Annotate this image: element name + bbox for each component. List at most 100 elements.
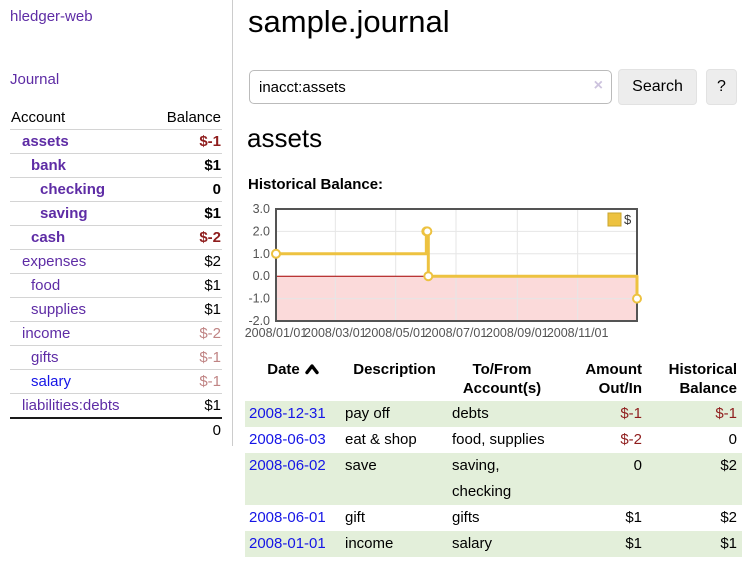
transaction-date-link[interactable]: 2008-01-01: [249, 535, 326, 552]
accounts-header-balance: Balance: [166, 109, 221, 126]
x-axis-tick-label: 2008/11/01: [547, 326, 609, 340]
sidebar-account-row: salary $-1: [10, 369, 222, 394]
search-button[interactable]: Search: [618, 69, 697, 105]
plot-border: [275, 208, 638, 322]
register-accounts-cell: salary: [452, 535, 493, 552]
transaction-date-link[interactable]: 2008-06-02: [249, 457, 326, 474]
column-label-line2: Out/In: [598, 380, 642, 397]
transaction-date-link[interactable]: 2008-12-31: [249, 405, 326, 422]
search-input[interactable]: [249, 70, 612, 104]
account-balance: $1: [204, 205, 221, 222]
register-description-cell: eat & shop: [345, 431, 417, 448]
register-header-date[interactable]: Date: [245, 358, 341, 401]
column-label: Date: [267, 361, 300, 378]
register-accounts-cell: debts: [452, 405, 489, 422]
y-axis-tick-label: 1.0: [253, 247, 270, 261]
sidebar-account-row: assets $-1: [10, 129, 222, 154]
accounts-total-value: 0: [212, 422, 221, 439]
account-link[interactable]: checking: [40, 181, 106, 198]
register-balance-cell: 0: [728, 431, 737, 448]
brand-link[interactable]: hledger-web: [10, 8, 93, 25]
register-date-cell: 2008-06-02: [245, 453, 341, 505]
register-description-cell: save: [345, 457, 377, 474]
data-point-marker: [632, 293, 642, 304]
y-axis-tick-label: 2.0: [253, 224, 270, 238]
sidebar: hledger-web Journal Account Balance asse…: [0, 0, 233, 446]
sort-asc-icon: [305, 364, 319, 375]
register-balance-cell: $2: [720, 457, 737, 474]
help-button[interactable]: ?: [706, 69, 737, 105]
register-header-description: Description: [341, 358, 448, 401]
x-axis-tick-label: 2008/03/01: [304, 326, 367, 340]
accounts-header-account: Account: [11, 109, 66, 126]
account-link[interactable]: cash: [31, 229, 66, 246]
search-bar: × Search ?: [249, 69, 739, 105]
sidebar-account-row: saving $1: [10, 201, 222, 226]
account-link[interactable]: assets: [22, 133, 69, 150]
register-accounts-cell: food, supplies: [452, 431, 545, 448]
register-description-cell: pay off: [345, 405, 390, 422]
register-description-cell: income: [345, 535, 394, 552]
register-row: 2008-06-03 eat & shop food, supplies $-2 0: [245, 427, 742, 453]
transaction-date-link[interactable]: 2008-06-01: [249, 509, 326, 526]
account-link[interactable]: gifts: [31, 349, 59, 366]
register-row: 2008-06-02 save saving, checking 0 $2: [245, 453, 742, 505]
account-heading: assets: [247, 123, 323, 153]
legend-swatch: [607, 212, 622, 227]
register-amount-cell: $-2: [620, 431, 642, 448]
data-point-marker: [422, 226, 433, 237]
y-axis-tick-label: 0.0: [253, 269, 270, 283]
account-link[interactable]: bank: [31, 157, 67, 174]
sidebar-account-row: supplies $1: [10, 297, 222, 322]
column-label-line2: Account(s): [462, 380, 542, 397]
data-point-marker: [271, 248, 281, 259]
legend-label: $: [624, 212, 632, 227]
account-link[interactable]: income: [22, 325, 71, 342]
accounts-table: Account Balance assets $-1 bank $1 checking 0…: [10, 106, 222, 442]
account-balance: $-2: [199, 229, 221, 246]
historical-balance-chart: $3.0 2.0 1.0 0.0 -1.0 -2.02008/01/012008/03/0…: [245, 202, 642, 340]
sidebar-account-row: checking 0: [10, 177, 222, 202]
account-balance: 0: [212, 181, 221, 198]
y-axis-tick-label: -2.0: [248, 314, 270, 328]
sidebar-account-row: expenses $2: [10, 249, 222, 274]
register-header-balance: Historical Balance: [648, 358, 742, 401]
account-link[interactable]: food: [31, 277, 61, 294]
register-header-row: Date Description To/From Account(s) Amount Ou…: [245, 358, 742, 401]
register-description-cell: gift: [345, 509, 366, 526]
account-link[interactable]: expenses: [22, 253, 87, 270]
register-date-cell: 2008-01-01: [245, 531, 341, 557]
account-link[interactable]: salary: [31, 373, 72, 390]
sidebar-account-row: gifts $-1: [10, 345, 222, 370]
account-balance: $-1: [199, 133, 221, 150]
register-row: 2008-06-01 gift gifts $1 $2: [245, 505, 742, 531]
register-date-cell: 2008-12-31: [245, 401, 341, 427]
x-axis-tick-label: 2008/05/01: [364, 326, 427, 340]
register-row: 2008-01-01 income salary $1 $1: [245, 531, 742, 557]
account-link[interactable]: supplies: [31, 301, 87, 318]
sidebar-account-row: liabilities:debts $1: [10, 393, 222, 419]
register-date-cell: 2008-06-01: [245, 505, 341, 531]
account-link[interactable]: liabilities:debts: [22, 397, 120, 414]
register-header-accounts: To/From Account(s): [448, 358, 556, 401]
register-table: Date Description To/From Account(s) Amount Ou…: [245, 358, 742, 557]
register-row: 2008-12-31 pay off debts $-1 $-1: [245, 401, 742, 427]
transaction-date-link[interactable]: 2008-06-03: [249, 431, 326, 448]
account-balance: $1: [204, 157, 221, 174]
account-balance: $1: [204, 397, 221, 414]
column-label: To/From: [472, 361, 532, 378]
page-title: sample.journal: [248, 4, 450, 39]
account-link[interactable]: saving: [40, 205, 88, 222]
column-label: Historical: [668, 361, 737, 378]
y-axis-tick-label: -1.0: [248, 292, 270, 306]
sidebar-account-row: bank $1: [10, 153, 222, 178]
sidebar-account-row: income $-2: [10, 321, 222, 346]
y-axis-tick-label: 3.0: [253, 202, 270, 216]
search-input-wrap: ×: [249, 70, 612, 104]
column-label: Description: [353, 361, 436, 378]
register-amount-cell: 0: [633, 457, 642, 474]
nav-journal-link[interactable]: Journal: [10, 71, 60, 88]
x-axis-tick-label: 2008/07/01: [425, 326, 488, 340]
clear-search-icon[interactable]: ×: [593, 77, 603, 94]
